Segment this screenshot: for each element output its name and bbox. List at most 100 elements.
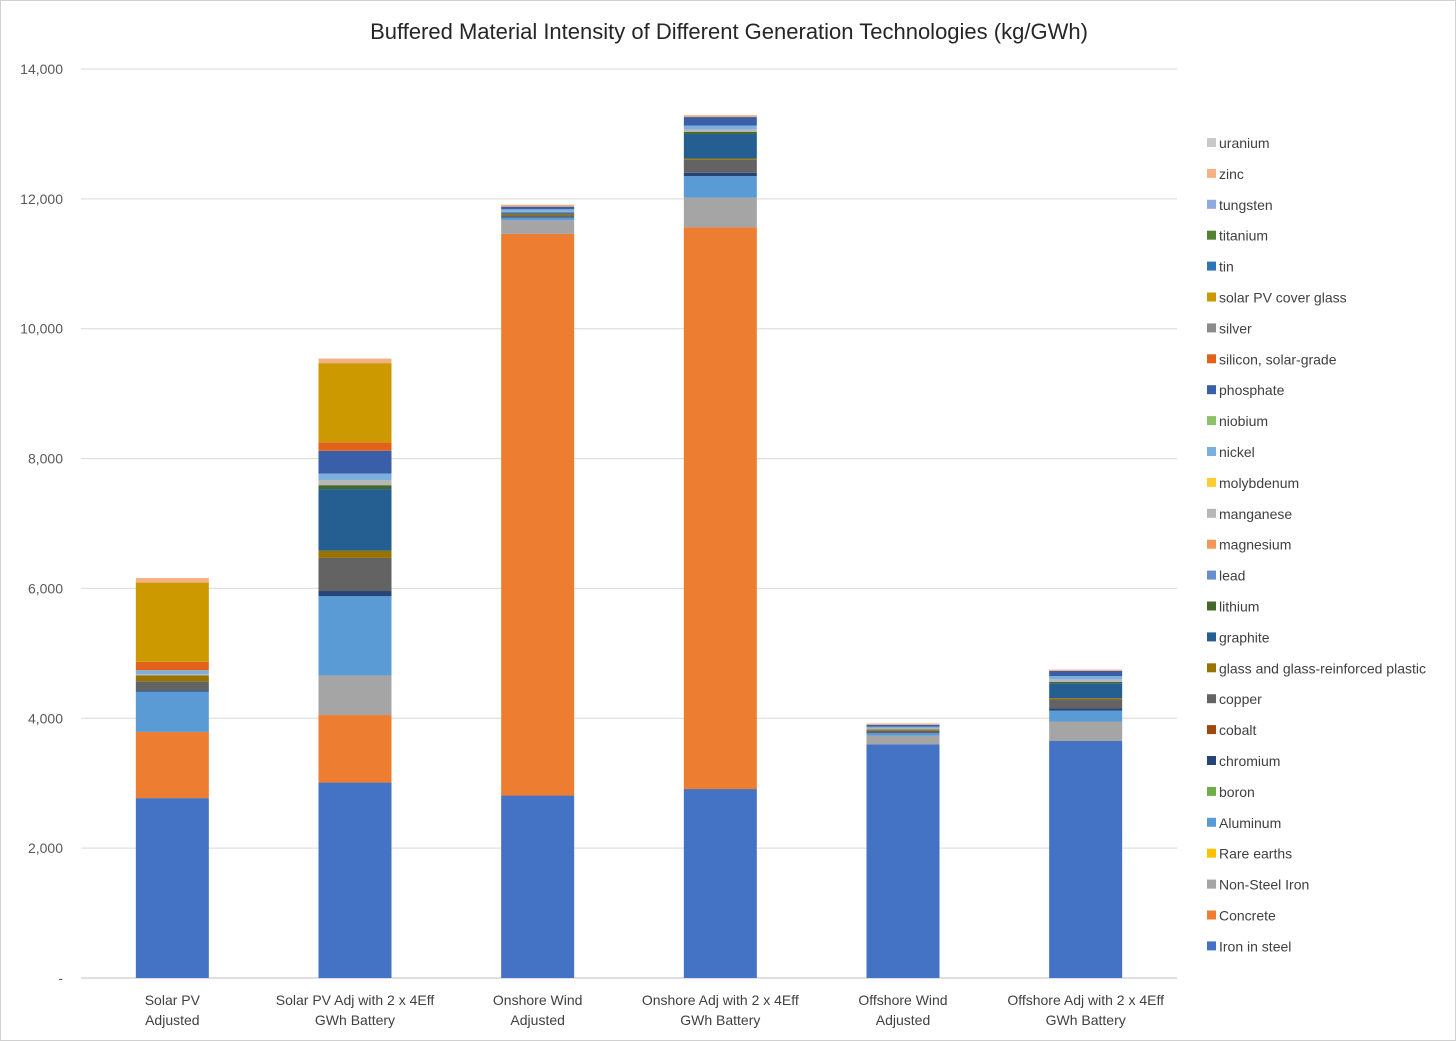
- y-tick-label: 4,000: [28, 710, 63, 726]
- y-tick-label: -: [58, 970, 63, 986]
- legend-label: nickel: [1219, 444, 1255, 460]
- legend-label: zinc: [1219, 166, 1244, 182]
- bar-segment: [501, 204, 575, 207]
- bar-segment: [683, 197, 757, 228]
- x-category-label: Adjusted: [145, 1012, 199, 1028]
- bar-segment: [683, 131, 757, 134]
- bar-segment: [501, 215, 575, 218]
- bar-segment: [866, 724, 940, 727]
- bar-segment: [318, 557, 392, 592]
- y-tick-label: 6,000: [28, 580, 63, 596]
- bar-segment: [1049, 669, 1123, 671]
- legend-swatch: [1207, 632, 1216, 642]
- bar-segment: [135, 798, 209, 978]
- x-category-label: Offshore Wind: [858, 992, 947, 1008]
- legend-label: glass and glass-reinforced plastic: [1219, 660, 1426, 676]
- legend-label: tungsten: [1219, 197, 1273, 213]
- legend-entry: Iron in steel: [1207, 938, 1291, 954]
- legend-entry: molybdenum: [1207, 475, 1299, 491]
- legend-label: Iron in steel: [1219, 938, 1291, 954]
- legend-label: phosphate: [1219, 382, 1285, 398]
- legend-label: titanium: [1219, 228, 1268, 244]
- y-tick-label: 2,000: [28, 840, 63, 856]
- bar-segment: [501, 206, 575, 210]
- y-tick-label: 8,000: [28, 451, 63, 467]
- bar-segment: [1049, 676, 1123, 680]
- legend-entry: copper: [1207, 691, 1262, 707]
- bar-segment: [135, 674, 209, 676]
- bar-segment: [318, 442, 392, 451]
- bar-segment: [135, 731, 209, 799]
- legend-entry: Aluminum: [1207, 815, 1281, 831]
- legend-swatch: [1207, 725, 1216, 735]
- legend-entry: Non-Steel Iron: [1207, 877, 1309, 893]
- legend-swatch: [1207, 694, 1216, 704]
- bar-segment: [135, 670, 209, 675]
- bar-segment: [866, 726, 940, 729]
- bar-segment: [866, 728, 940, 730]
- bar-segment: [135, 661, 209, 671]
- x-category-label: Onshore Wind: [493, 992, 582, 1008]
- x-category-label: Adjusted: [876, 1012, 930, 1028]
- bar-segment: [866, 729, 940, 731]
- legend-label: Aluminum: [1219, 815, 1281, 831]
- bar-segment: [683, 176, 757, 198]
- bar-segment: [501, 233, 575, 796]
- legend-entry: zinc: [1207, 166, 1244, 182]
- legend-swatch: [1207, 416, 1216, 426]
- x-category-label: Onshore Adj with 2 x 4Eff: [642, 992, 799, 1008]
- legend-swatch: [1207, 539, 1216, 549]
- bar-segment: [1049, 698, 1123, 700]
- legend-swatch: [1207, 817, 1216, 827]
- bar-segment: [866, 735, 940, 745]
- legend-label: boron: [1219, 784, 1255, 800]
- bar-segment: [501, 209, 575, 212]
- legend-label: graphite: [1219, 629, 1270, 645]
- bar-stack: [1049, 669, 1123, 978]
- legend-entry: nickel: [1207, 444, 1255, 460]
- legend-entry: lithium: [1207, 599, 1259, 615]
- bar-segment: [683, 789, 757, 978]
- bar-segment: [1049, 699, 1123, 709]
- x-category-label: GWh Battery: [315, 1012, 395, 1028]
- x-category-label: Solar PV: [145, 992, 201, 1008]
- bar-segment: [501, 217, 575, 221]
- bar-segment: [318, 596, 392, 676]
- legend-label: Non-Steel Iron: [1219, 877, 1309, 893]
- legend-entry: niobium: [1207, 413, 1268, 429]
- bar-segment: [683, 158, 757, 160]
- bar-segment: [318, 479, 392, 486]
- bar-segment: [318, 782, 392, 978]
- legend-entry: glass and glass-reinforced plastic: [1207, 660, 1426, 676]
- legend-swatch: [1207, 199, 1216, 209]
- bar-segment: [318, 715, 392, 783]
- legend-swatch: [1207, 786, 1216, 796]
- bar-segment: [683, 129, 757, 132]
- bar-segment: [1049, 681, 1123, 684]
- bar-stack: [318, 358, 392, 978]
- bar-segment: [866, 733, 940, 736]
- bar-segment: [1049, 710, 1123, 722]
- legend-swatch: [1207, 261, 1216, 271]
- x-category-label: GWh Battery: [1046, 1012, 1126, 1028]
- legend-entry: uranium: [1207, 135, 1270, 151]
- x-axis-categories: Solar PV Adjusted Solar PV Adj with 2 x 4E…: [145, 992, 1164, 1028]
- legend-label: Concrete: [1219, 908, 1276, 924]
- bar-segment: [501, 217, 575, 218]
- bar-stack: [866, 723, 940, 978]
- legend-entry: chromium: [1207, 753, 1280, 769]
- bar-segment: [1049, 683, 1123, 699]
- bar-segment: [318, 363, 392, 443]
- bar-segment: [683, 117, 757, 126]
- legend-entry: titanium: [1207, 228, 1268, 244]
- legend-swatch: [1207, 941, 1216, 951]
- legend: uranium zinc tungsten titanium tin solar PV c…: [1207, 135, 1426, 954]
- legend-swatch: [1207, 848, 1216, 858]
- bar-segment: [501, 220, 575, 234]
- legend-entry: magnesium: [1207, 537, 1291, 553]
- legend-swatch: [1207, 292, 1216, 302]
- legend-entry: lead: [1207, 568, 1245, 584]
- legend-swatch: [1207, 756, 1216, 765]
- bar-segment: [318, 473, 392, 480]
